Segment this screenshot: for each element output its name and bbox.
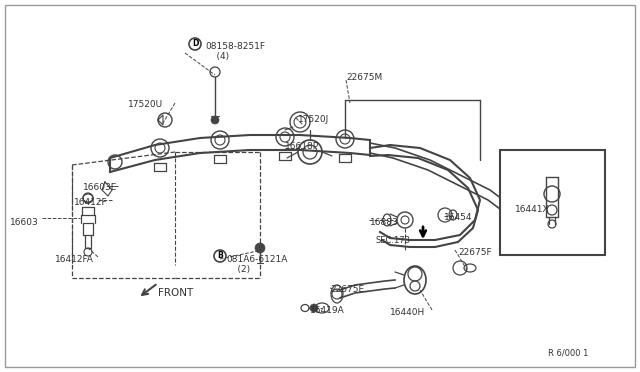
Text: 16603E: 16603E <box>83 183 117 192</box>
Circle shape <box>255 243 265 253</box>
Text: 16412F: 16412F <box>74 198 108 207</box>
Text: 22675M: 22675M <box>346 73 382 82</box>
Bar <box>500 150 605 255</box>
Text: R 6/000 1: R 6/000 1 <box>548 348 588 357</box>
Text: 16618P: 16618P <box>285 142 319 151</box>
Text: 22675F: 22675F <box>458 248 492 257</box>
Text: 17520U: 17520U <box>128 100 163 109</box>
Text: 081A6-6121A
    (2): 081A6-6121A (2) <box>226 255 287 275</box>
Text: SEC.173: SEC.173 <box>375 236 410 245</box>
Text: 17520J: 17520J <box>298 115 329 124</box>
Text: B: B <box>217 251 223 260</box>
Text: 08158-8251F
    (4): 08158-8251F (4) <box>205 42 265 61</box>
Text: 16454: 16454 <box>444 213 472 222</box>
Text: 16440H: 16440H <box>390 308 425 317</box>
Text: 16883: 16883 <box>370 218 399 227</box>
Text: 16419A: 16419A <box>310 306 345 315</box>
Text: 16603: 16603 <box>10 218 39 227</box>
Text: 16441X: 16441X <box>515 205 550 214</box>
Circle shape <box>211 116 219 124</box>
Text: 22675E: 22675E <box>330 285 364 294</box>
Text: D: D <box>192 39 198 48</box>
Circle shape <box>310 304 318 312</box>
Text: 16412FA: 16412FA <box>55 255 94 264</box>
Text: FRONT: FRONT <box>158 288 193 298</box>
